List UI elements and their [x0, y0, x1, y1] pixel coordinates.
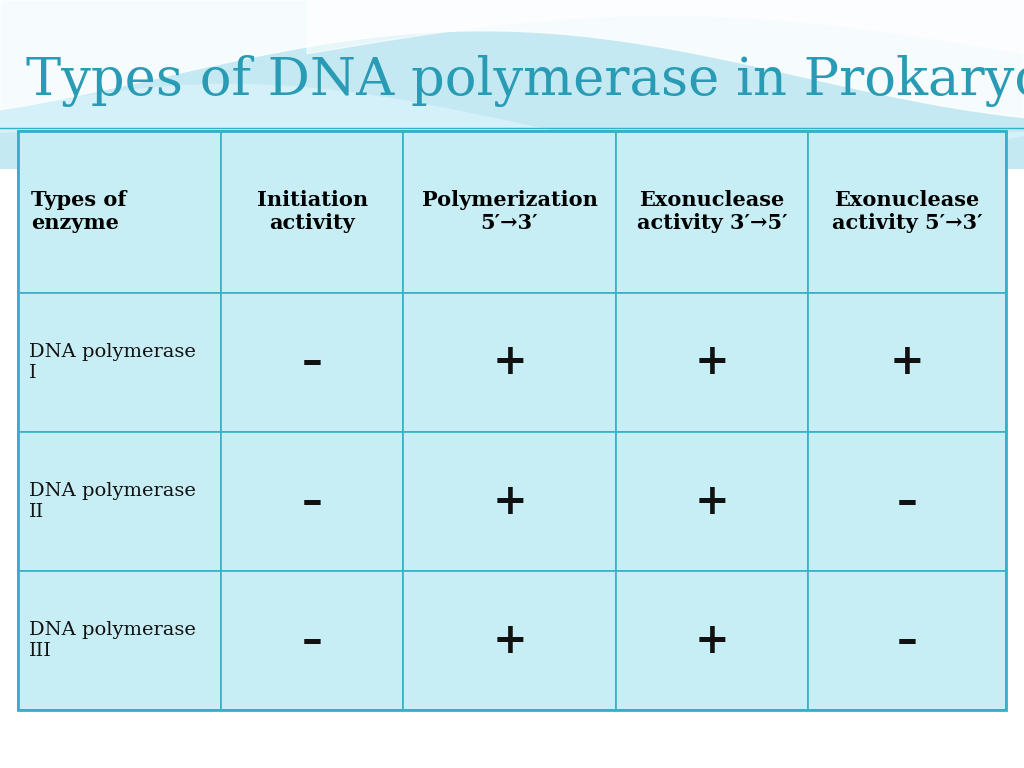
Bar	[18, 571, 221, 710]
Text: +: +	[493, 481, 527, 523]
Text: +: +	[694, 620, 729, 662]
Text: Exonuclease
activity 3′→5′: Exonuclease activity 3′→5′	[637, 190, 787, 233]
Text: Initiation
activity: Initiation activity	[257, 190, 368, 233]
Bar	[18, 432, 221, 571]
Text: Polymerization
5′→3′: Polymerization 5′→3′	[422, 190, 597, 233]
Text: Types of
enzyme: Types of enzyme	[31, 190, 126, 233]
Polygon shape	[307, 0, 1024, 54]
Text: +: +	[890, 342, 925, 383]
Bar	[221, 432, 403, 571]
Bar	[0, 0, 1024, 169]
Text: +: +	[493, 342, 527, 383]
Text: DNA polymerase
I: DNA polymerase I	[29, 343, 196, 382]
Bar	[221, 571, 403, 710]
Bar	[18, 131, 221, 293]
Text: –: –	[896, 481, 918, 523]
Text: –: –	[302, 620, 323, 662]
Bar	[615, 131, 808, 293]
Polygon shape	[0, 84, 1024, 177]
Bar	[808, 293, 1006, 432]
Bar	[615, 293, 808, 432]
Bar	[403, 131, 615, 293]
Text: DNA polymerase
III: DNA polymerase III	[29, 621, 196, 660]
Bar	[808, 131, 1006, 293]
Text: DNA polymerase
II: DNA polymerase II	[29, 482, 196, 521]
Text: Types of DNA polymerase in Prokaryotic cell: Types of DNA polymerase in Prokaryotic c…	[26, 55, 1024, 107]
Bar	[403, 293, 615, 432]
Polygon shape	[0, 0, 1024, 118]
Text: +: +	[493, 620, 527, 662]
Bar	[808, 432, 1006, 571]
Text: –: –	[302, 342, 323, 383]
Bar	[221, 293, 403, 432]
Bar	[403, 571, 615, 710]
Bar	[403, 432, 615, 571]
Text: –: –	[896, 620, 918, 662]
Text: +: +	[694, 481, 729, 523]
Bar	[615, 571, 808, 710]
Bar	[18, 293, 221, 432]
Text: Exonuclease
activity 5′→3′: Exonuclease activity 5′→3′	[831, 190, 982, 233]
Text: +: +	[694, 342, 729, 383]
Bar	[18, 131, 1006, 710]
Bar	[808, 571, 1006, 710]
Bar	[615, 432, 808, 571]
Text: –: –	[302, 481, 323, 523]
Bar	[221, 131, 403, 293]
